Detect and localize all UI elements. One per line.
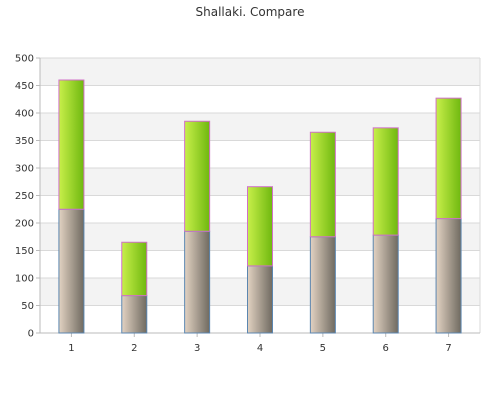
y-tick-label: 50 <box>21 301 34 312</box>
bar-lower <box>58 208 85 334</box>
y-tick-label: 200 <box>15 219 34 230</box>
y-tick-label: 500 <box>15 54 34 65</box>
grid-band <box>40 113 480 141</box>
bar-upper <box>247 186 273 267</box>
grid-band <box>40 58 480 86</box>
bar-lower <box>309 236 336 334</box>
x-tick-label: 7 <box>445 343 451 354</box>
y-tick-label: 150 <box>15 246 34 257</box>
y-tick-label: 300 <box>15 164 34 175</box>
bar-lower <box>435 218 462 334</box>
bar-upper <box>372 127 399 236</box>
bar-upper <box>184 120 211 232</box>
grid-bands <box>40 58 480 306</box>
y-tick-label: 450 <box>15 81 34 92</box>
y-tick-labels: 0 50 100 150 200 250 300 350 400 450 500 <box>15 54 34 340</box>
x-tick-label: 3 <box>194 343 200 354</box>
chart-title: Shallaki. Compare <box>195 5 305 19</box>
bar-lower <box>184 230 211 334</box>
bar-upper <box>58 79 85 210</box>
x-tick-label: 6 <box>383 343 389 354</box>
x-tick-labels: 1 2 3 4 5 6 7 <box>68 343 452 354</box>
bar-upper <box>435 97 462 220</box>
y-tick-label: 350 <box>15 136 34 147</box>
x-tick-label: 2 <box>131 343 137 354</box>
x-tick-label: 5 <box>320 343 326 354</box>
y-tick-label: 250 <box>15 191 34 202</box>
bar-lower <box>121 295 148 334</box>
x-tick-label: 4 <box>257 343 263 354</box>
y-tick-label: 0 <box>28 329 34 340</box>
y-tick-label: 400 <box>15 109 34 120</box>
y-tick-label: 100 <box>15 274 34 285</box>
bar-lower <box>247 265 273 334</box>
bar-upper <box>309 131 336 238</box>
bars <box>58 79 462 334</box>
x-tick-label: 1 <box>68 343 74 354</box>
bar-lower <box>372 234 399 334</box>
bar-upper <box>121 241 148 297</box>
